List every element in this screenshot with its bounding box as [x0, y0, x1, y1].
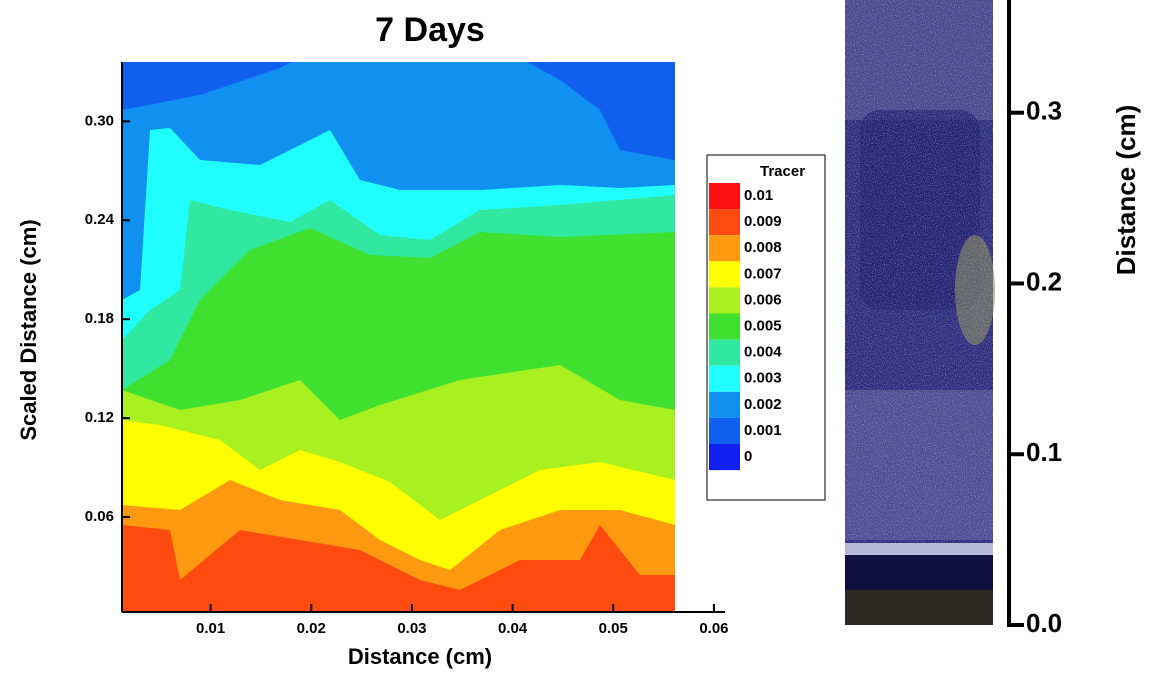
contour-field	[122, 62, 675, 612]
x-tick-label: 0.06	[699, 620, 728, 637]
x-tick-label: 0.05	[599, 620, 628, 637]
legend-swatch	[709, 287, 740, 314]
legend-label: 0.001	[744, 422, 782, 439]
y-tick-label: 0.06	[85, 508, 114, 525]
legend-title: Tracer	[760, 163, 805, 180]
y-tick-label: 0.18	[85, 310, 114, 327]
secondary-tick-label: 0.0	[1026, 608, 1062, 638]
legend-swatch	[709, 417, 740, 444]
legend-swatch	[709, 235, 740, 262]
photo-band	[845, 590, 993, 625]
chart-title: 7 Days	[375, 11, 485, 49]
secondary-tick-label: 0.1	[1026, 437, 1062, 467]
legend-swatch	[709, 391, 740, 418]
legend-label: 0.008	[744, 239, 782, 256]
secondary-tick-label: 0.3	[1026, 96, 1062, 126]
legend-swatch	[709, 444, 740, 471]
photo-band	[845, 555, 993, 590]
legend-label: 0.006	[744, 291, 782, 308]
legend-swatch	[709, 209, 740, 236]
legend-label: 0.004	[744, 344, 782, 361]
x-axis-label: Distance (cm)	[348, 644, 492, 669]
x-tick-label: 0.02	[297, 620, 326, 637]
axes: 0.01 0.02 0.03 0.04 0.05 0.06 0.06 0.12 0.18 0.24…	[85, 62, 729, 637]
legend-label: 0.003	[744, 370, 782, 387]
legend: 0.01 0.009 0.008 0.007 0.006 0.005 0.004 0.003 0…	[709, 183, 782, 471]
photo-grain	[845, 0, 993, 545]
y-tick-label: 0.30	[85, 112, 114, 129]
y-tick-label: 0.24	[85, 211, 115, 228]
legend-label: 0.002	[744, 396, 782, 413]
legend-label: 0.005	[744, 317, 782, 334]
secondary-axis: 0.0 0.1 0.2 0.3	[1007, 0, 1062, 638]
legend-label: 0	[744, 448, 752, 465]
x-tick-label: 0.03	[397, 620, 426, 637]
legend-swatch	[709, 365, 740, 392]
y-tick-label: 0.12	[85, 409, 114, 426]
x-tick-label: 0.01	[196, 620, 225, 637]
photo-band	[845, 543, 993, 555]
secondary-tick-label: 0.2	[1026, 266, 1062, 296]
secondary-axis-label: Distance (cm)	[1111, 105, 1141, 276]
legend-swatch	[709, 261, 740, 288]
legend-label: 0.007	[744, 265, 782, 282]
x-tick-label: 0.04	[498, 620, 528, 637]
legend-swatch	[709, 183, 740, 210]
legend-label: 0.009	[744, 213, 782, 230]
photo	[845, 0, 995, 625]
legend-label: 0.01	[744, 187, 773, 204]
y-axis-label: Scaled Distance (cm)	[16, 219, 41, 440]
contour-band	[122, 525, 675, 612]
legend-swatch	[709, 339, 740, 366]
legend-swatch	[709, 313, 740, 340]
